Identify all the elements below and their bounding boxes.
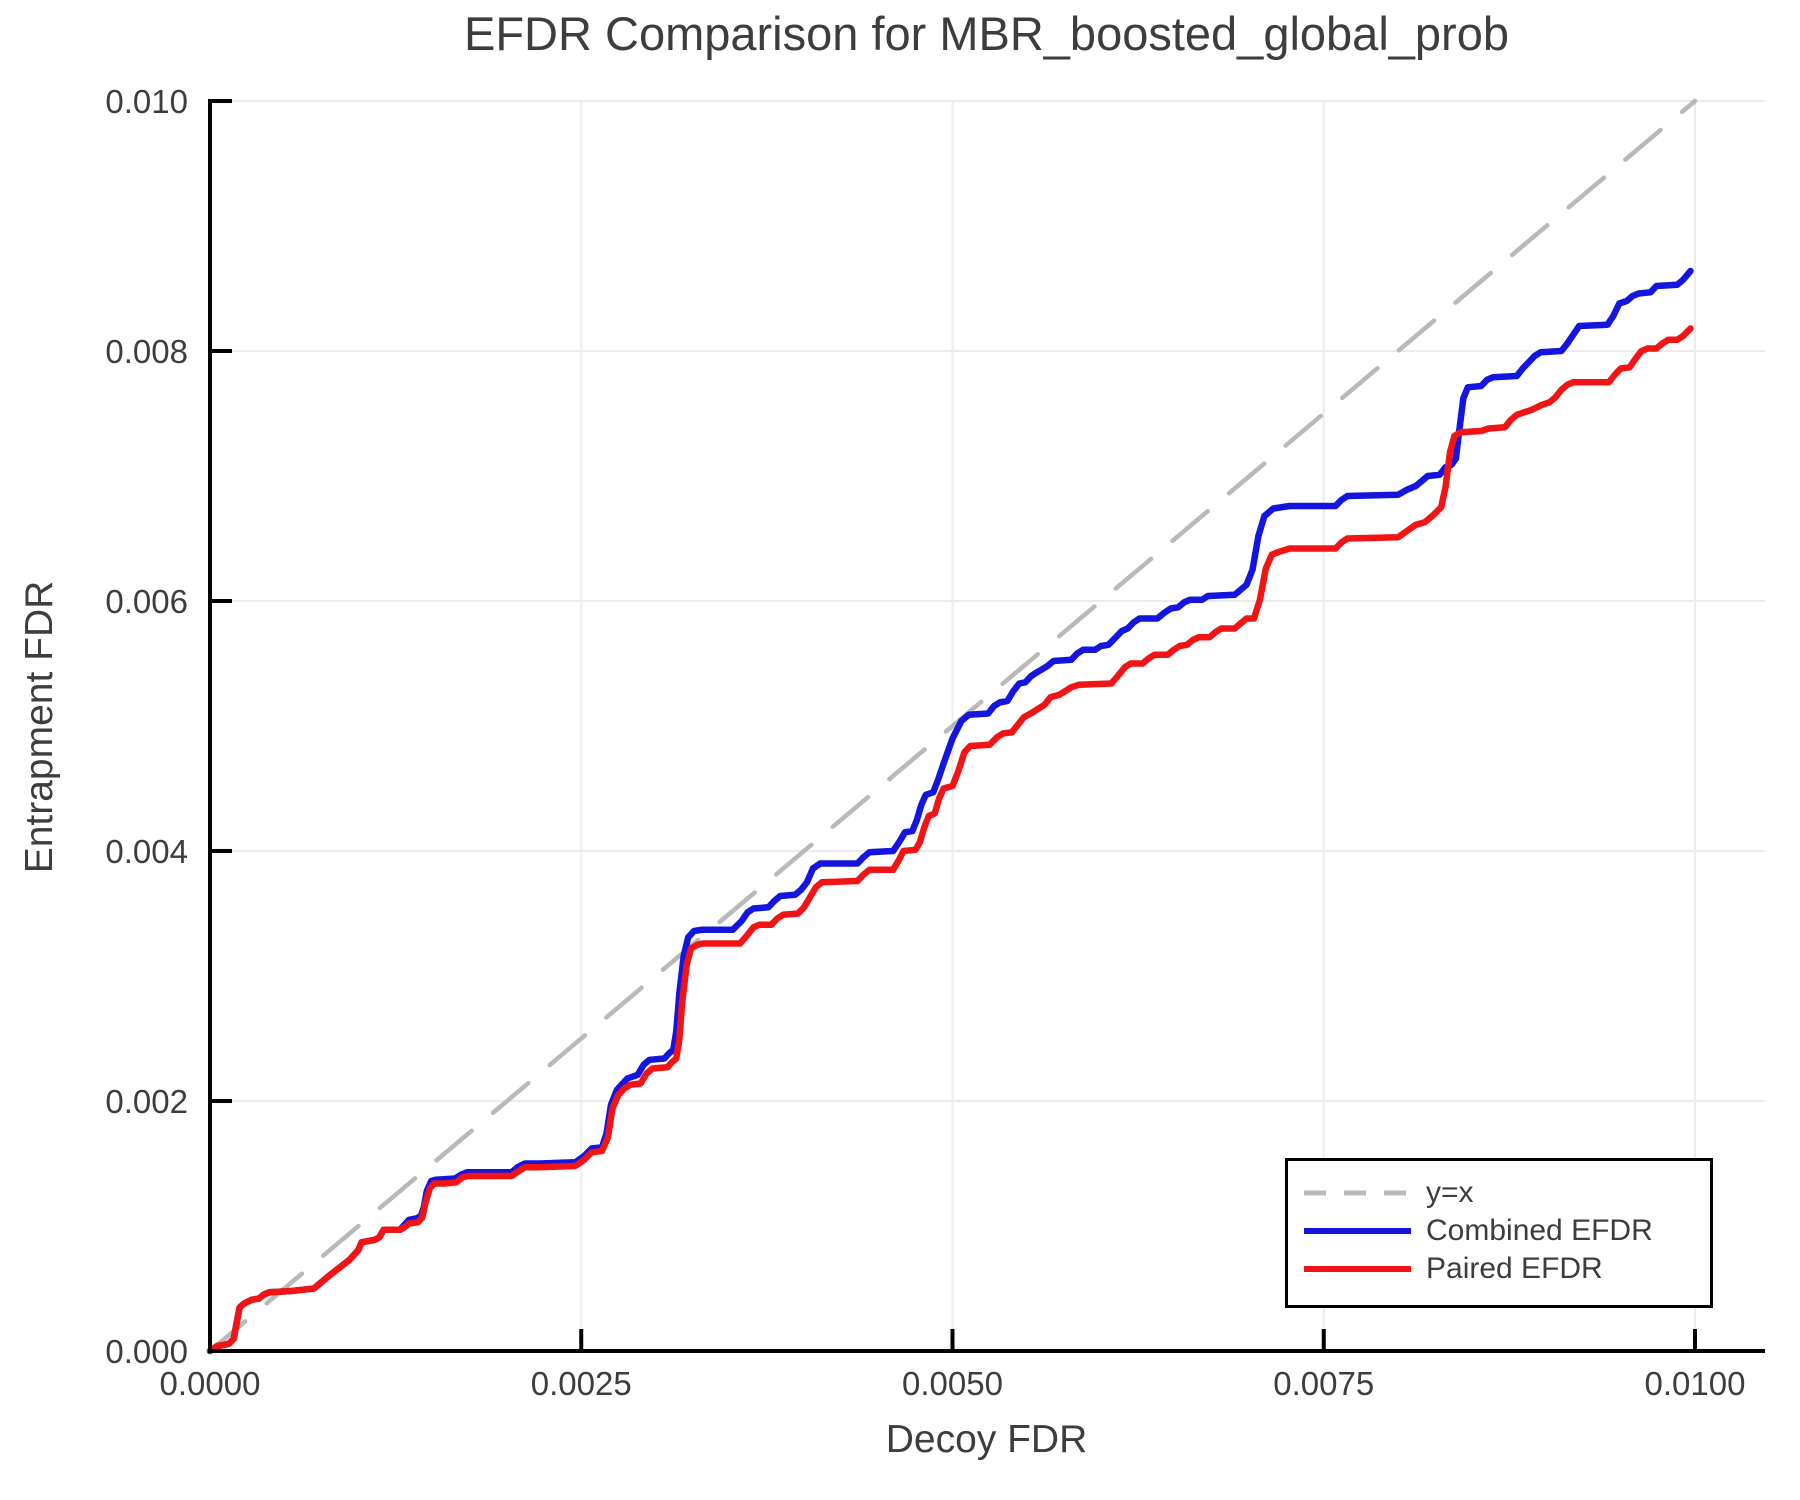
legend-row-paired: Paired EFDR: [1288, 1250, 1710, 1288]
x-tick-label: 0.0075: [1273, 1365, 1375, 1402]
legend-row-combined: Combined EFDR: [1288, 1212, 1710, 1250]
identity-line: [207, 98, 1698, 1354]
x-tick-label: 0.0100: [1644, 1365, 1746, 1402]
paired-efdr-curve: [206, 325, 1694, 1355]
x-tick-label: 0.0050: [902, 1365, 1003, 1402]
y-tick-label: 0.006: [105, 583, 188, 620]
y-tick-label: 0.004: [105, 833, 188, 870]
chart-title: EFDR Comparison for MBR_boosted_global_p…: [464, 7, 1509, 60]
paired-efdr-swatch: [1304, 1266, 1411, 1272]
combined-efdr-swatch: [1304, 1228, 1411, 1234]
legend: y=x Combined EFDR Paired EFDR: [1285, 1158, 1713, 1308]
y-tick-label: 0.010: [105, 83, 188, 120]
x-axis-label: Decoy FDR: [885, 1418, 1088, 1461]
legend-label-combined: Combined EFDR: [1426, 1214, 1653, 1247]
legend-label-paired: Paired EFDR: [1426, 1252, 1603, 1285]
legend-label-identity: y=x: [1426, 1176, 1474, 1209]
x-tick-label: 0.0025: [530, 1365, 632, 1402]
y-tick-label: 0.008: [105, 333, 188, 370]
y-tick-label: 0.002: [105, 1083, 188, 1120]
y-tick-label: 0.000: [105, 1333, 188, 1370]
x-tick-label: 0.0000: [159, 1365, 261, 1402]
y-axis-label: Entrapment FDR: [18, 580, 61, 874]
identity-line-swatch: [1304, 1190, 1411, 1196]
legend-row-identity: y=x: [1288, 1174, 1710, 1212]
